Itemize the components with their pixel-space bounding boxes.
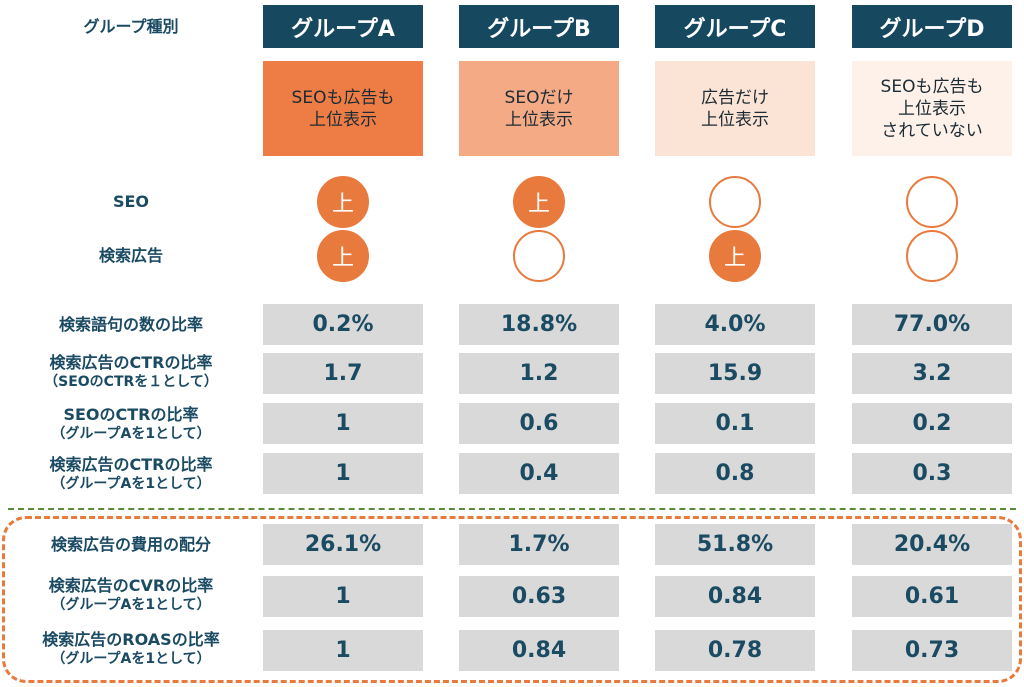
- cell-ad-ctr-d: 3.2: [852, 353, 1012, 394]
- group-desc-b: SEOだけ 上位表示: [459, 61, 619, 156]
- cell-search-share-a: 0.2%: [263, 304, 423, 345]
- cell-ad-ctr-a: 1.7: [263, 353, 423, 394]
- cell-cvr-b: 0.63: [459, 576, 619, 617]
- cell-roas-b: 0.84: [459, 630, 619, 671]
- group-desc-c: 広告だけ 上位表示: [655, 61, 815, 156]
- cell-cvr-c: 0.84: [655, 576, 815, 617]
- cell-ad-ctr-a-base-c: 0.8: [655, 453, 815, 494]
- cell-spend-d: 20.4%: [852, 524, 1012, 565]
- row-label-search-share: 検索語句の数の比率: [58, 314, 203, 334]
- cell-search-share-b: 18.8%: [459, 304, 619, 345]
- cell-ad-ctr-a-base-d: 0.3: [852, 453, 1012, 494]
- cell-ad-ctr-a-base-b: 0.4: [459, 453, 619, 494]
- ad-mark-d: [906, 230, 958, 282]
- highlight-frame: [2, 516, 1022, 683]
- cell-search-share-d: 77.0%: [852, 304, 1012, 345]
- cell-cvr-a: 1: [263, 576, 423, 617]
- cell-spend-b: 1.7%: [459, 524, 619, 565]
- row-label-ad: 検索広告: [98, 246, 163, 265]
- ad-mark-c: 上: [709, 230, 761, 282]
- row-label-roas: 検索広告のROASの比率 （グループAを1として）: [42, 630, 220, 667]
- ad-mark-a: 上: [317, 230, 369, 282]
- ad-mark-b: [513, 230, 565, 282]
- cell-roas-c: 0.78: [655, 630, 815, 671]
- group-header-c: グループC: [655, 5, 815, 48]
- seo-mark-b: 上: [513, 176, 565, 228]
- seo-mark-c: [709, 176, 761, 228]
- cell-seo-ctr-a: 1: [263, 403, 423, 444]
- seo-mark-a: 上: [317, 176, 369, 228]
- group-header-a: グループA: [263, 5, 423, 48]
- row-label-ad-ctr: 検索広告のCTRの比率 （SEOのCTRを１として）: [44, 353, 218, 390]
- cell-roas-a: 1: [263, 630, 423, 671]
- cell-ad-ctr-b: 1.2: [459, 353, 619, 394]
- cell-spend-a: 26.1%: [263, 524, 423, 565]
- group-header-d: グループD: [852, 5, 1012, 48]
- cell-seo-ctr-b: 0.6: [459, 403, 619, 444]
- cell-seo-ctr-d: 0.2: [852, 403, 1012, 444]
- row-label-spend: 検索広告の費用の配分: [50, 534, 211, 554]
- cell-ad-ctr-a-base-a: 1: [263, 453, 423, 494]
- cell-cvr-d: 0.61: [852, 576, 1012, 617]
- row-label-seo: SEO: [112, 192, 150, 211]
- header-label: グループ種別: [83, 16, 179, 36]
- row-label-ad-ctr-a: 検索広告のCTRの比率 （グループAを1として）: [49, 455, 213, 492]
- cell-spend-c: 51.8%: [655, 524, 815, 565]
- cell-ad-ctr-c: 15.9: [655, 353, 815, 394]
- cell-seo-ctr-c: 0.1: [655, 403, 815, 444]
- group-header-b: グループB: [459, 5, 619, 48]
- row-label-seo-ctr: SEOのCTRの比率 （グループAを1として）: [51, 405, 211, 442]
- cell-search-share-c: 4.0%: [655, 304, 815, 345]
- row-label-cvr: 検索広告のCVRの比率 （グループAを1として）: [48, 576, 214, 613]
- cell-roas-d: 0.73: [852, 630, 1012, 671]
- seo-mark-d: [906, 176, 958, 228]
- group-desc-a: SEOも広告も 上位表示: [263, 61, 423, 156]
- section-divider: [8, 508, 1016, 510]
- group-desc-d: SEOも広告も 上位表示 されていない: [852, 61, 1012, 156]
